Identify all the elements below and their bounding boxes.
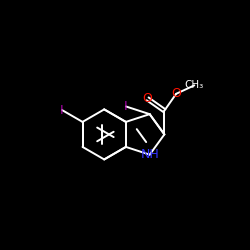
Text: I: I xyxy=(60,104,64,117)
Text: I: I xyxy=(124,100,128,113)
Text: O: O xyxy=(171,87,181,100)
Text: O: O xyxy=(143,92,152,105)
Text: NH: NH xyxy=(140,148,159,161)
Text: CH₃: CH₃ xyxy=(185,80,204,90)
